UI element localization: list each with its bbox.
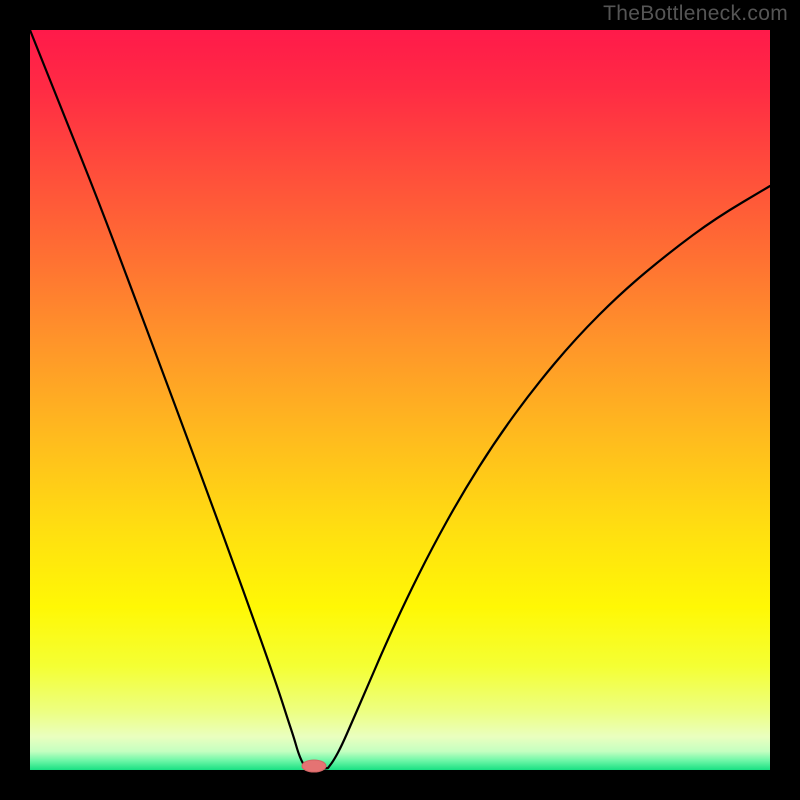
bottleneck-chart bbox=[0, 0, 800, 800]
gradient-background bbox=[30, 30, 770, 770]
chart-container: TheBottleneck.com bbox=[0, 0, 800, 800]
optimal-marker bbox=[302, 760, 326, 772]
watermark-text: TheBottleneck.com bbox=[603, 2, 788, 26]
